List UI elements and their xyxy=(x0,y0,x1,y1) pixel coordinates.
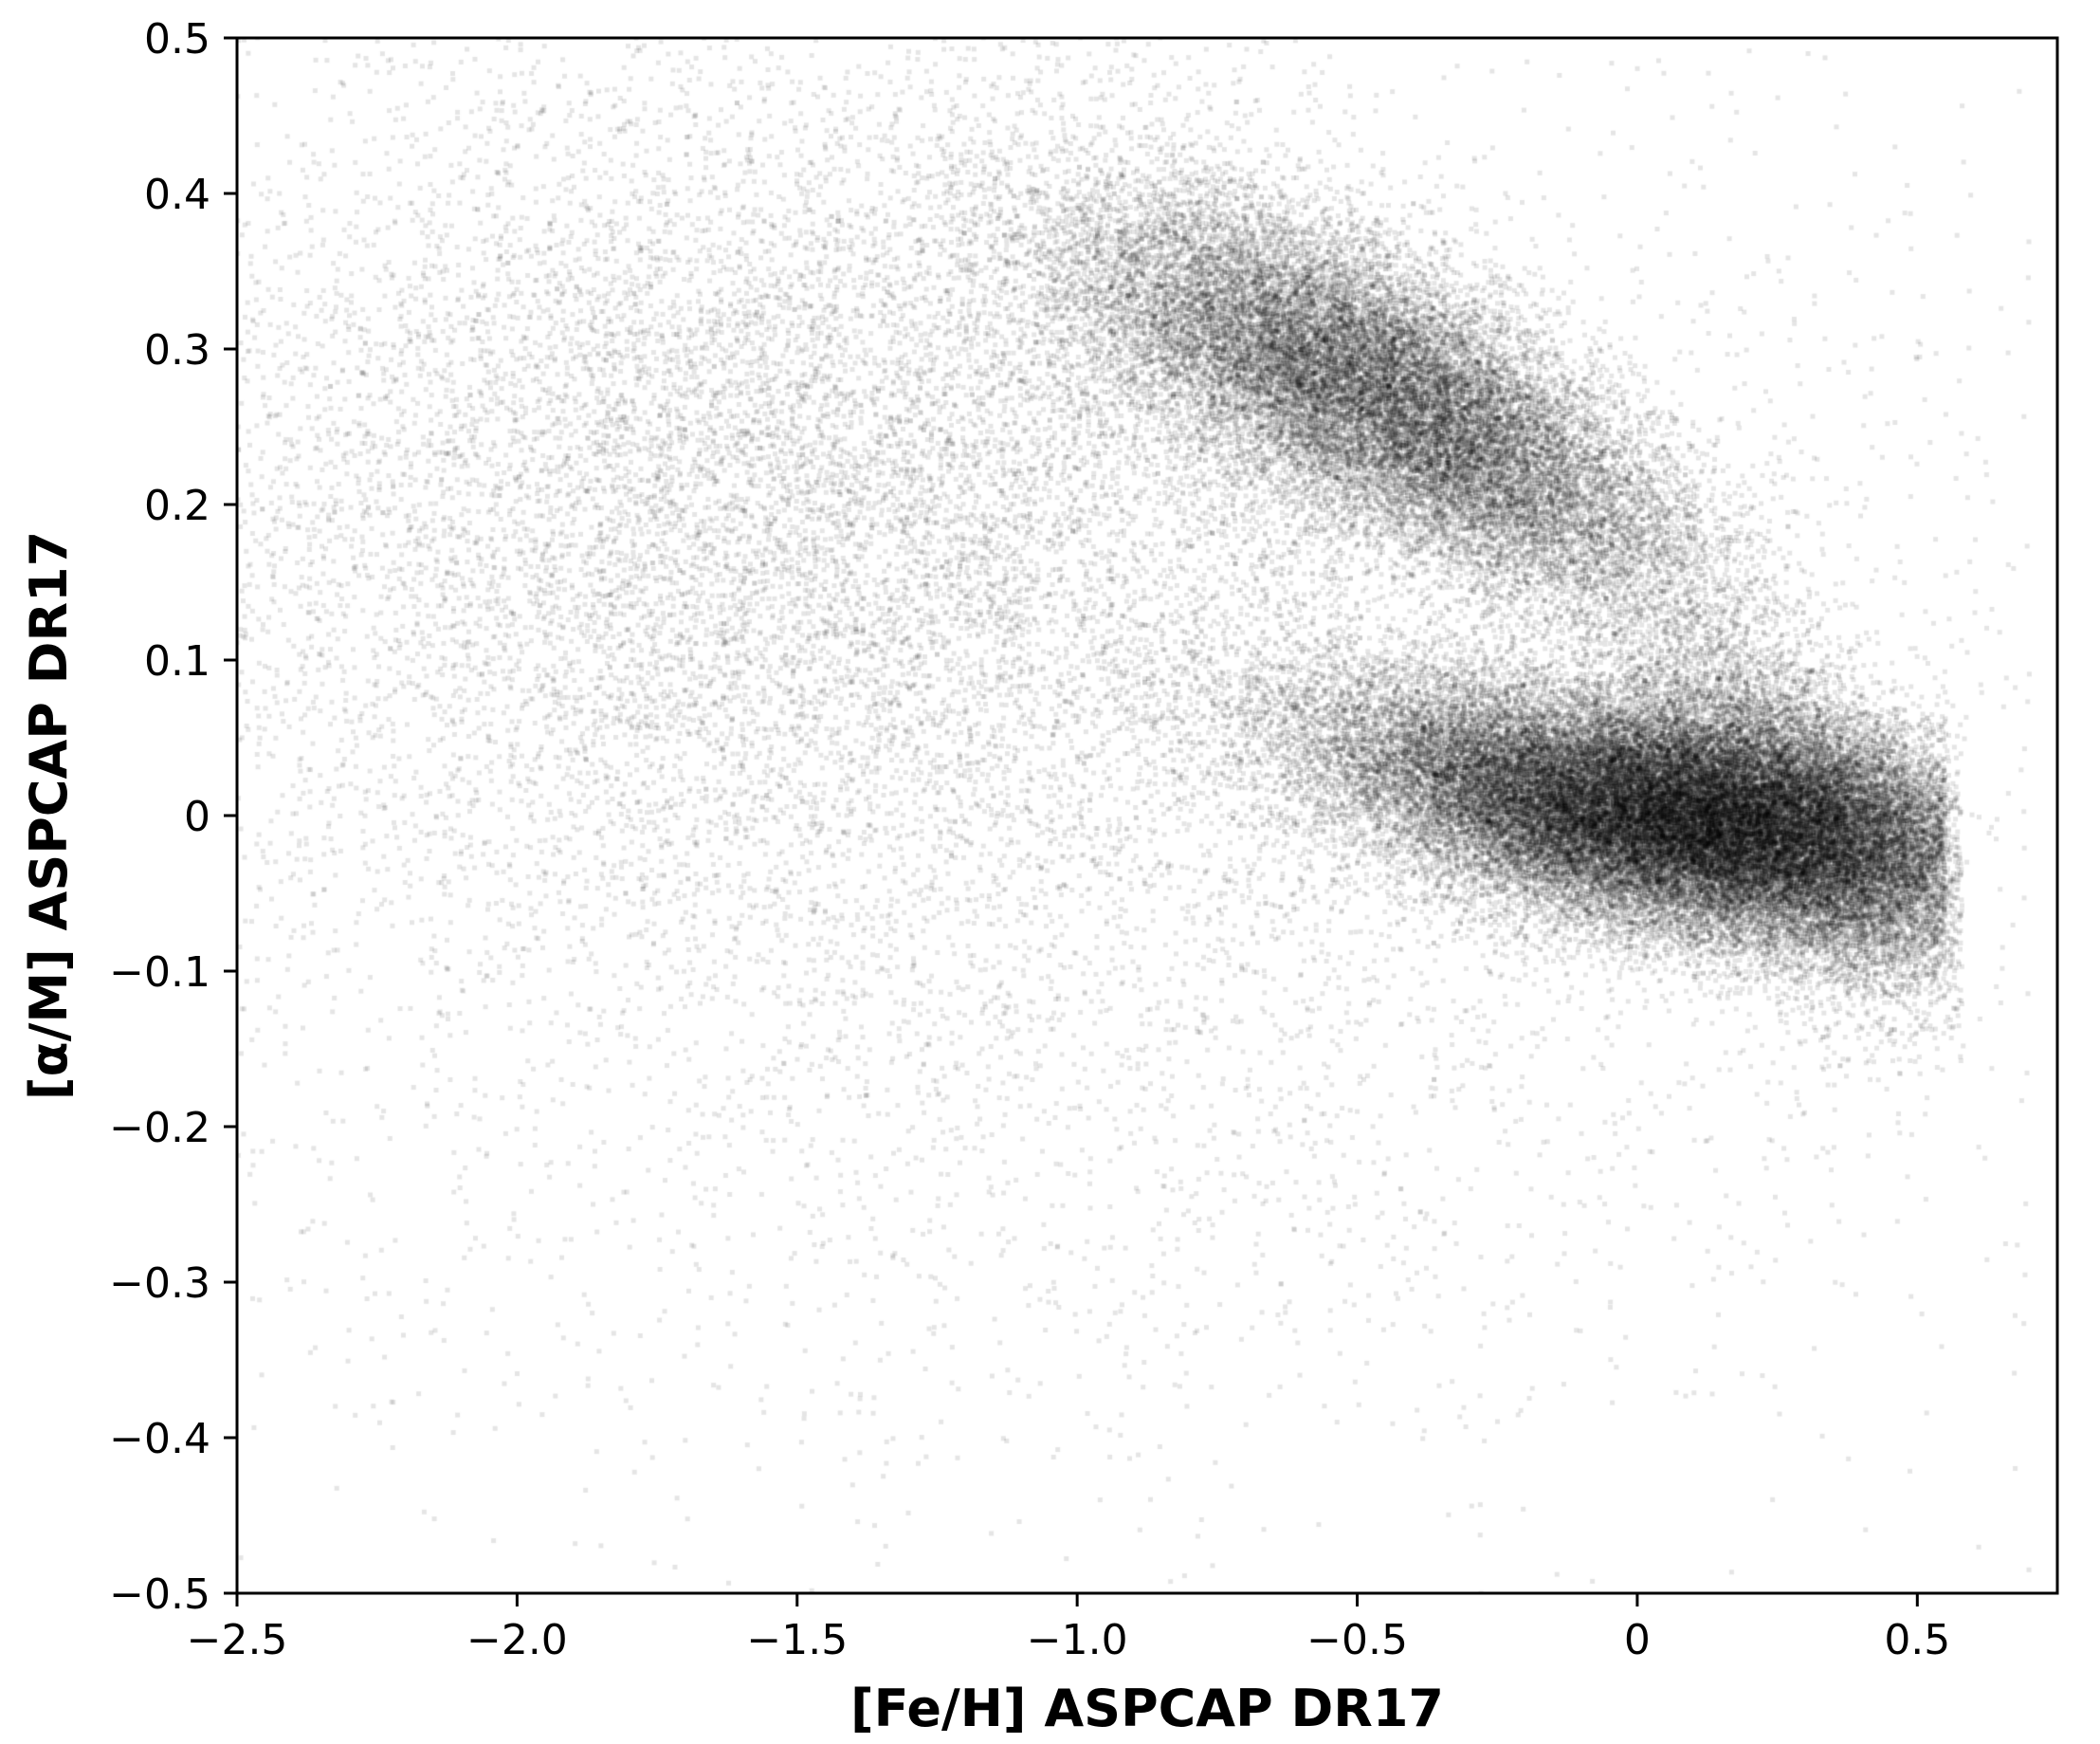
x-tick-label: −1.0 xyxy=(1027,1616,1128,1664)
y-axis-label: [α/M] ASPCAP DR17 xyxy=(19,531,79,1100)
y-tick-label: 0.3 xyxy=(144,326,210,375)
chart-wrapper: −2.5 −2.0 −1.5 −1.0 −0.5 0 0.5 [Fe/H] ASPCAP DR… xyxy=(0,0,2100,1744)
scatter-chart: −2.5 −2.0 −1.5 −1.0 −0.5 0 0.5 [Fe/H] ASPCAP DR… xyxy=(0,0,2100,1744)
y-tick-label: −0.1 xyxy=(109,948,210,997)
y-tick-label: −0.4 xyxy=(109,1415,210,1463)
y-tick-label: 0.5 xyxy=(144,15,210,64)
x-tick-label: 0 xyxy=(1624,1616,1651,1664)
y-tick-label: −0.5 xyxy=(109,1570,210,1619)
y-tick-label: −0.3 xyxy=(109,1259,210,1308)
x-tick-label: −1.5 xyxy=(746,1616,848,1664)
x-axis-label: [Fe/H] ASPCAP DR17 xyxy=(850,1679,1444,1738)
y-tick-label: −0.2 xyxy=(109,1104,210,1152)
scatter-points xyxy=(237,38,2057,1593)
x-tick-label: −2.0 xyxy=(466,1616,568,1664)
y-tick-label: 0.4 xyxy=(144,171,210,219)
x-tick-label: −0.5 xyxy=(1306,1616,1408,1664)
y-tick-label: 0 xyxy=(184,793,210,841)
x-tick-label: −2.5 xyxy=(187,1616,288,1664)
y-tick-label: 0.1 xyxy=(144,637,210,686)
y-tick-label: 0.2 xyxy=(144,482,210,530)
x-tick-label: 0.5 xyxy=(1884,1616,1950,1664)
